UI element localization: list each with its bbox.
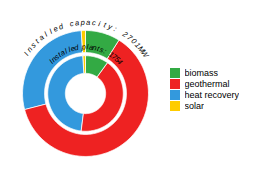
svg-text:t: t — [33, 36, 41, 45]
svg-text:n: n — [49, 54, 59, 64]
svg-text:l: l — [63, 46, 69, 55]
svg-text:t: t — [102, 19, 108, 29]
svg-text:l: l — [47, 26, 54, 36]
svg-text:e: e — [51, 23, 60, 34]
svg-text:c: c — [91, 18, 96, 27]
html-text:geothermal: geothermal — [184, 79, 230, 90]
svg-text:i: i — [98, 19, 102, 28]
html-text:solar: solar — [184, 101, 204, 112]
svg-text:s: s — [52, 51, 61, 61]
svg-text:2: 2 — [120, 28, 130, 39]
svg-text:0: 0 — [129, 36, 139, 46]
svg-text:l: l — [86, 41, 89, 51]
svg-text:n: n — [24, 44, 35, 54]
svg-text:5: 5 — [112, 54, 122, 64]
svg-text:7: 7 — [125, 32, 134, 42]
svg-text:d: d — [73, 42, 80, 52]
svg-text:I: I — [47, 57, 56, 66]
svg-text:a: a — [86, 17, 91, 26]
svg-text:y: y — [106, 21, 114, 31]
html-text:heat recovery: heat recovery — [184, 90, 239, 101]
svg-text:a: a — [58, 47, 67, 58]
svg-text:p: p — [79, 17, 85, 26]
svg-text:I: I — [21, 50, 31, 57]
svg-text:a: a — [37, 32, 46, 42]
svg-text:1: 1 — [107, 49, 116, 60]
svg-text:4: 4 — [115, 57, 124, 66]
svg-text:a: a — [75, 18, 80, 27]
svg-text:s: s — [98, 44, 105, 55]
svg-text:c: c — [69, 18, 75, 28]
svg-text::: : — [112, 24, 118, 33]
svg-text:l: l — [43, 29, 50, 38]
svg-text:7: 7 — [110, 51, 119, 62]
svg-text:s: s — [28, 40, 38, 50]
svg-text:M: M — [136, 43, 147, 55]
svg-text:p: p — [80, 42, 86, 51]
html-text:biomass: biomass — [184, 68, 218, 79]
svg-text:n: n — [91, 42, 98, 52]
svg-text:d: d — [57, 21, 65, 32]
svg-text:W: W — [139, 48, 151, 60]
svg-text:1: 1 — [133, 40, 143, 50]
